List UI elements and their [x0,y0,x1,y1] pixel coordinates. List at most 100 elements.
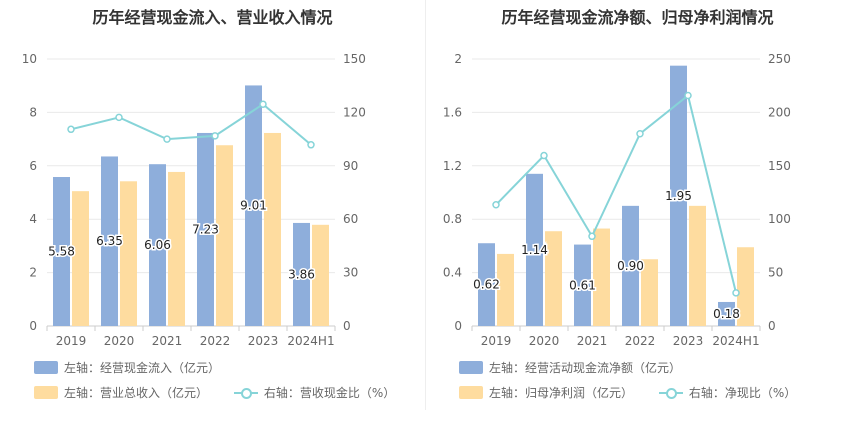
chart-title: 历年经营现金流净额、归母净利润情况 [501,8,774,27]
y-right-tick-label: 0 [768,319,776,333]
legend-row-1: 左轴：经营活动现金流净额（亿元） [459,359,703,375]
chart-net-cash: 0 0 0.4 50 0.8 100 1.2 150 1.6 200 2 250 2019 2020 202… [443,52,791,348]
bar-secondary [545,231,562,326]
bar-secondary [216,145,233,326]
legend-swatch-orange [459,386,483,399]
bar-value-label: 6.35 [96,234,123,248]
legend-item-net-cash-flow[interactable]: 左轴：经营活动现金流净额（亿元） [459,359,681,376]
y-right-tick-label: 200 [768,105,791,119]
bar-secondary [737,247,754,326]
legend-label: 左轴：营业总收入（亿元） [64,386,209,400]
y-left-tick-label: 10 [22,52,37,66]
bar-primary [149,164,166,326]
y-left-tick-label: 2 [454,52,462,66]
y-right-tick-label: 60 [343,212,358,226]
y-right-tick-label: 50 [768,266,783,280]
x-tick-label: 2019 [56,334,87,348]
x-tick-label: 2021 [152,334,183,348]
legend-row-1: 左轴：经营现金流入（亿元） [34,359,242,375]
bar-primary [197,132,214,326]
y-left-tick-label: 2 [29,266,37,280]
legend-item-cash-ratio[interactable]: 右轴：营收现金比（%） [233,384,396,401]
bar-secondary [641,259,658,326]
ratio-point [588,232,596,241]
legend-swatch-orange [34,386,58,399]
bar-primary [53,177,70,326]
chart-panel-net-cash: 历年经营现金流净额、归母净利润情况 0 0 0.4 50 0.8 100 1.2 150 1.6… [425,0,850,437]
y-right-tick-label: 250 [768,52,791,66]
bar-primary [718,301,735,326]
bar-primary [478,243,495,326]
x-tick-label: 2022 [625,334,656,348]
bar-secondary [168,171,185,326]
ratio-line [495,93,737,294]
y-left-tick-label: 0 [454,319,462,333]
y-left-tick-label: 1.2 [443,159,462,173]
x-tick-label: 2023 [673,334,704,348]
y-right-tick-label: 100 [768,212,791,226]
x-tick-label: 2023 [248,334,279,348]
legend-item-revenue[interactable]: 左轴：营业总收入（亿元） [34,384,208,401]
ratio-point [67,125,75,134]
y-left-tick-label: 1.6 [443,105,462,119]
x-tick-label: 2020 [529,334,560,348]
ratio-point [163,135,171,143]
legend-swatch-line [658,386,683,399]
bar-value-label: 6.06 [144,238,171,252]
legend-item-net-cash-ratio[interactable]: 右轴：净现比（%） [658,384,796,401]
ratio-point [259,100,267,108]
bar-primary [245,85,262,326]
x-tick-label: 2024H1 [287,334,334,348]
bar-primary [101,156,118,326]
bar-primary [574,244,591,326]
chart-panel-cash-inflow: 历年经营现金流入、营业收入情况 0 0 2 30 4 60 6 90 8 120 10 150 2019… [22,8,417,400]
legend-swatch-blue [34,361,58,374]
y-right-tick-label: 150 [343,52,366,66]
legend-label: 右轴：营收现金比（%） [263,386,396,400]
legend-label: 左轴：归母净利润（亿元） [489,386,634,400]
x-tick-label: 2019 [481,334,512,348]
legend-row-2: 左轴：营业总收入（亿元） 右轴：营收现金比（%） [34,384,417,400]
x-tick-label: 2024H1 [712,334,759,348]
ratio-point [115,113,123,122]
y-left-tick-label: 0 [29,319,37,333]
bar-secondary [497,253,514,326]
bar-primary [293,222,310,326]
bar-secondary [689,205,706,326]
y-right-tick-label: 30 [343,266,358,280]
bar-value-label: 0.18 [713,307,740,321]
bar-secondary [264,132,281,326]
bar-value-label: 7.23 [192,222,219,236]
y-right-tick-label: 0 [343,319,351,333]
bar-primary [526,173,543,326]
y-left-tick-label: 6 [29,159,37,173]
chart-title: 历年经营现金流入、营业收入情况 [92,8,333,27]
legend-swatch-line [233,386,258,399]
legend-item-cash-inflow[interactable]: 左轴：经营现金流入（亿元） [34,359,220,376]
y-right-tick-label: 90 [343,159,358,173]
chart-cash-inflow: 0 0 2 30 4 60 6 90 8 120 10 150 2019 2020 2021 2022 2023… [22,52,366,348]
legend-item-net-profit[interactable]: 左轴：归母净利润（亿元） [459,384,633,401]
bar-value-label: 0.61 [569,278,596,292]
y-left-tick-label: 8 [29,105,37,119]
legend-label: 左轴：经营活动现金流净额（亿元） [489,361,682,375]
x-tick-label: 2020 [104,334,135,348]
bar-value-label: 9.01 [240,199,267,213]
ratio-point [732,289,740,297]
bar-value-label: 1.14 [521,243,548,257]
legend-row-2: 左轴：归母净利润（亿元） 右轴：净现比（%） [459,384,818,400]
panel-divider [425,0,426,410]
bar-value-label: 0.90 [617,259,644,273]
ratio-point [540,151,548,160]
bar-value-label: 3.86 [288,267,315,281]
ratio-point [211,132,219,140]
ratio-point [636,130,644,138]
ratio-point [492,201,500,209]
ratio-line [70,102,312,146]
y-left-tick-label: 4 [29,212,37,226]
x-tick-label: 2022 [200,334,231,348]
ratio-point [684,91,692,100]
ratio-point [307,141,315,149]
y-right-tick-label: 150 [768,159,791,173]
legend-label: 左轴：经营现金流入（亿元） [64,361,221,375]
